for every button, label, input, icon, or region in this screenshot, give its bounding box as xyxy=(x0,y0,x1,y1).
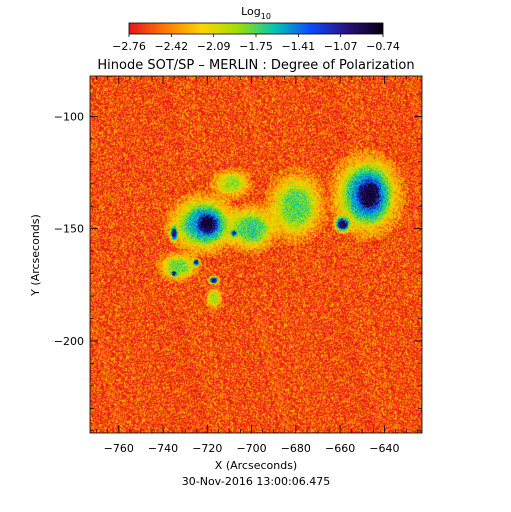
y-tick-label: −100 xyxy=(54,110,84,123)
x-tick-label: −700 xyxy=(236,442,266,455)
heatmap-image xyxy=(90,76,422,433)
x-tick-label: −720 xyxy=(192,442,222,455)
axis-ticks: −760 −740 −720 −700 −680 −660 −640 −100 −150 −200 xyxy=(54,76,422,455)
x-tick-label: −640 xyxy=(369,442,399,455)
colorbar-tick-label: −2.09 xyxy=(197,40,231,53)
chart-title: Hinode SOT/SP – MERLIN : Degree of Polar… xyxy=(97,58,414,73)
colorbar-label: Log10 xyxy=(241,5,271,21)
x-axis-label: X (Arcseconds) xyxy=(215,459,297,472)
colorbar-tick-label: −1.75 xyxy=(239,40,273,53)
colorbar-ticks: −2.76 −2.42 −2.09 −1.75 −1.41 −1.07 −0.74 xyxy=(112,34,400,53)
colorbar-tick-label: −2.76 xyxy=(112,40,146,53)
y-axis-label: Y (Arcseconds) xyxy=(29,214,42,297)
x-tick-label: −740 xyxy=(148,442,178,455)
timestamp: 30-Nov-2016 13:00:06.475 xyxy=(182,475,331,488)
x-tick-label: −680 xyxy=(281,442,311,455)
y-tick-label: −200 xyxy=(54,335,84,348)
colorbar-tick-label: −1.41 xyxy=(281,40,315,53)
colorbar xyxy=(128,22,384,35)
y-tick-label: −150 xyxy=(54,223,84,236)
x-tick-label: −760 xyxy=(104,442,134,455)
colorbar-tick-label: −2.42 xyxy=(154,40,188,53)
colorbar-tick-label: −1.07 xyxy=(324,40,358,53)
x-tick-label: −660 xyxy=(325,442,355,455)
colorbar-tick-label: −0.74 xyxy=(366,40,400,53)
plot-area xyxy=(89,75,423,434)
plot-frame xyxy=(89,75,423,434)
